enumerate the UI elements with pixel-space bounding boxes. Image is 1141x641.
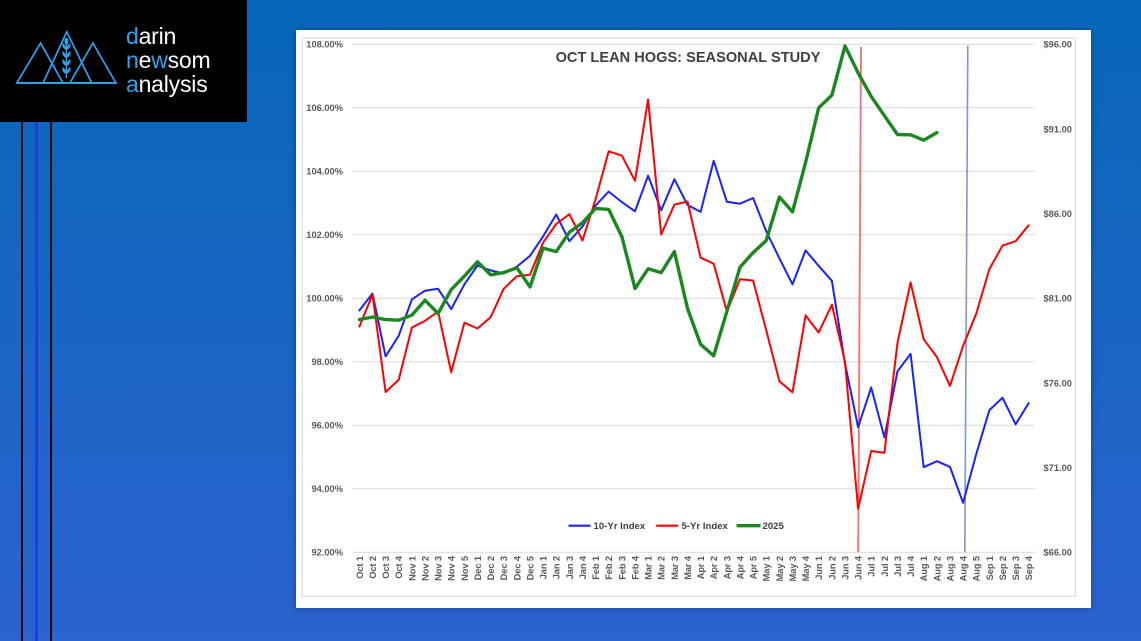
svg-text:104.00%: 104.00% xyxy=(306,166,343,176)
svg-text:Mar 2: Mar 2 xyxy=(656,556,666,580)
svg-text:Nov 5: Nov 5 xyxy=(459,556,469,581)
svg-text:96.00%: 96.00% xyxy=(311,420,343,430)
svg-text:Sep 4: Sep 4 xyxy=(1024,555,1034,580)
svg-text:Oct 3: Oct 3 xyxy=(381,556,391,579)
svg-text:Aug 1: Aug 1 xyxy=(919,556,929,581)
svg-text:94.00%: 94.00% xyxy=(311,484,343,494)
svg-text:$76.00: $76.00 xyxy=(1043,378,1071,388)
svg-text:Oct 1: Oct 1 xyxy=(354,556,364,579)
svg-text:108.00%: 108.00% xyxy=(306,39,343,49)
svg-text:May 3: May 3 xyxy=(787,556,797,581)
svg-text:Oct 2: Oct 2 xyxy=(367,556,377,579)
svg-text:Nov 4: Nov 4 xyxy=(446,555,456,581)
svg-text:Aug 5: Aug 5 xyxy=(971,556,981,581)
svg-text:Aug 2: Aug 2 xyxy=(932,556,942,581)
svg-text:Dec 3: Dec 3 xyxy=(499,556,509,580)
svg-text:May 1: May 1 xyxy=(761,556,771,581)
svg-text:5-Yr Index: 5-Yr Index xyxy=(681,521,728,532)
svg-text:Jun 3: Jun 3 xyxy=(840,556,850,580)
svg-text:Feb 3: Feb 3 xyxy=(617,556,627,580)
svg-text:Mar 4: Mar 4 xyxy=(682,555,692,580)
svg-text:Aug 4: Aug 4 xyxy=(958,555,968,581)
svg-text:Jan 1: Jan 1 xyxy=(538,556,548,579)
svg-text:OCT LEAN HOGS: SEASONAL STUDY: OCT LEAN HOGS: SEASONAL STUDY xyxy=(555,50,820,66)
svg-text:Aug 3: Aug 3 xyxy=(945,556,955,581)
svg-text:98.00%: 98.00% xyxy=(311,357,343,367)
svg-text:Jul 1: Jul 1 xyxy=(866,556,876,577)
svg-text:Mar 1: Mar 1 xyxy=(643,556,653,580)
svg-text:May 4: May 4 xyxy=(801,555,811,581)
svg-text:Feb 2: Feb 2 xyxy=(604,556,614,580)
svg-text:Jan 2: Jan 2 xyxy=(551,556,561,579)
svg-text:Jul 4: Jul 4 xyxy=(906,555,916,577)
svg-text:Dec 1: Dec 1 xyxy=(472,556,482,580)
svg-text:Feb 1: Feb 1 xyxy=(591,556,601,580)
svg-text:102.00%: 102.00% xyxy=(306,230,343,240)
svg-text:Nov 1: Nov 1 xyxy=(407,556,417,581)
svg-text:$96.00: $96.00 xyxy=(1043,39,1071,49)
svg-text:$71.00: $71.00 xyxy=(1043,462,1071,472)
svg-text:Jun 4: Jun 4 xyxy=(853,555,863,580)
svg-text:Apr 2: Apr 2 xyxy=(709,556,719,579)
svg-text:Dec 5: Dec 5 xyxy=(525,556,535,580)
svg-text:2025: 2025 xyxy=(762,521,784,532)
svg-text:10-Yr Index: 10-Yr Index xyxy=(593,521,645,532)
svg-text:$81.00: $81.00 xyxy=(1043,293,1071,303)
svg-text:Mar 3: Mar 3 xyxy=(669,556,679,580)
svg-text:Nov 3: Nov 3 xyxy=(433,556,443,581)
svg-text:Feb 4: Feb 4 xyxy=(630,555,640,580)
svg-text:$86.00: $86.00 xyxy=(1043,208,1071,218)
svg-text:Jun 2: Jun 2 xyxy=(827,556,837,580)
svg-text:Apr 3: Apr 3 xyxy=(722,556,732,579)
svg-text:92.00%: 92.00% xyxy=(311,547,343,557)
svg-text:Jul 2: Jul 2 xyxy=(879,556,889,577)
svg-text:$66.00: $66.00 xyxy=(1043,547,1071,557)
svg-text:Apr 1: Apr 1 xyxy=(696,556,706,579)
svg-text:Oct 4: Oct 4 xyxy=(394,555,404,579)
svg-text:Dec 2: Dec 2 xyxy=(486,556,496,580)
svg-text:Sep 2: Sep 2 xyxy=(997,556,1007,580)
svg-text:Jan 4: Jan 4 xyxy=(577,555,587,579)
svg-text:Jun 1: Jun 1 xyxy=(814,556,824,580)
svg-text:106.00%: 106.00% xyxy=(306,103,343,113)
svg-text:Sep 1: Sep 1 xyxy=(984,556,994,580)
svg-text:Jan 3: Jan 3 xyxy=(564,556,574,579)
svg-text:Nov 2: Nov 2 xyxy=(420,556,430,581)
svg-text:Sep 3: Sep 3 xyxy=(1011,556,1021,580)
svg-text:May 2: May 2 xyxy=(774,556,784,581)
svg-text:Apr 5: Apr 5 xyxy=(748,556,758,579)
svg-text:Apr 4: Apr 4 xyxy=(735,555,745,579)
svg-text:100.00%: 100.00% xyxy=(306,293,343,303)
svg-text:Jul 3: Jul 3 xyxy=(892,556,902,577)
svg-text:Dec 4: Dec 4 xyxy=(512,555,522,580)
svg-text:$91.00: $91.00 xyxy=(1043,124,1071,134)
